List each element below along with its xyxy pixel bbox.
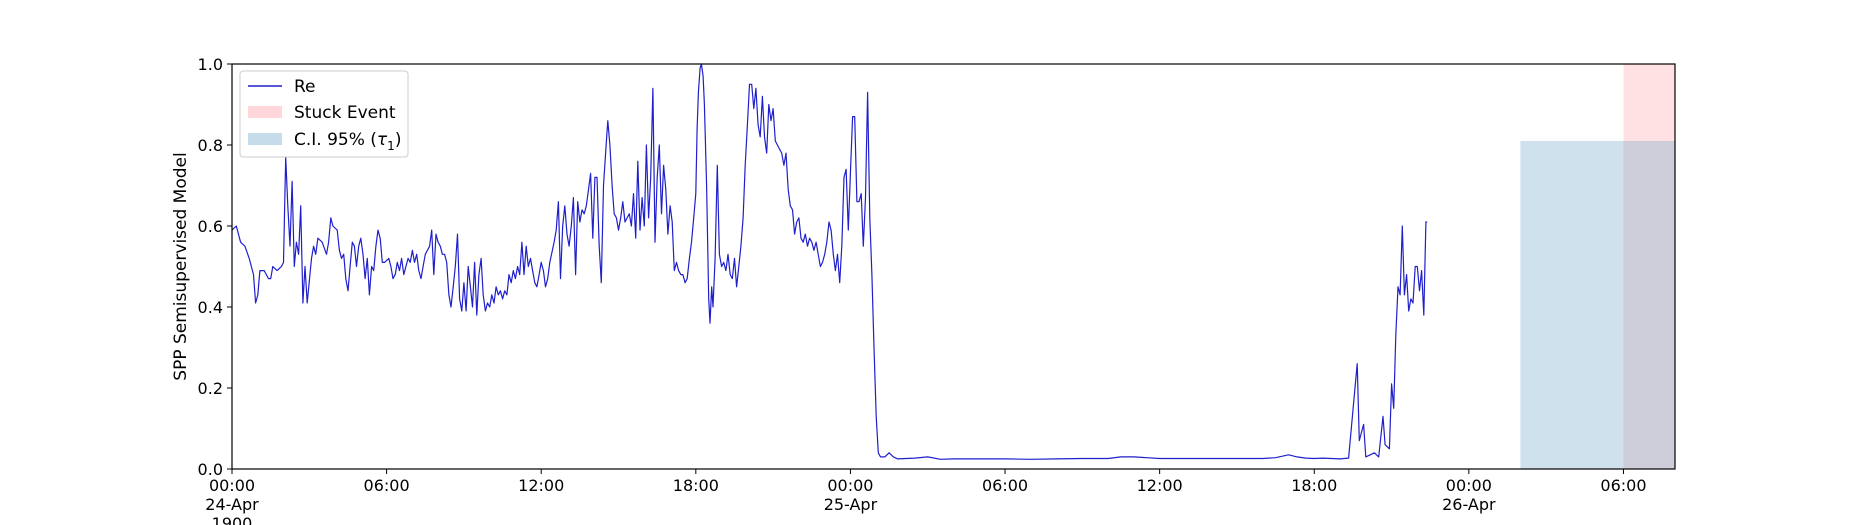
region-stuck-event xyxy=(1623,64,1675,469)
x-tick-label: 00:00 xyxy=(827,476,873,495)
x-tick-label: 18:00 xyxy=(673,476,719,495)
shaded-regions xyxy=(1520,64,1675,469)
plot-frame xyxy=(231,63,1676,470)
legend-label-re: Re xyxy=(294,77,316,97)
y-tick-label: 0.0 xyxy=(198,460,223,479)
x-tick-label: 18:00 xyxy=(1291,476,1337,495)
y-tick-label: 0.8 xyxy=(198,136,223,155)
x-tick-date-label: 24-Apr xyxy=(205,495,259,514)
x-tick-label: 00:00 xyxy=(1446,476,1492,495)
plot-lines xyxy=(231,63,1428,460)
legend-label-ci-95: C.I. 95% (τ1) xyxy=(294,130,401,153)
x-tick-label: 12:00 xyxy=(518,476,564,495)
y-tick-label: 0.4 xyxy=(198,298,223,317)
y-tick-label: 1.0 xyxy=(198,55,223,74)
y-axis-label: SPP Semisupervised Model xyxy=(171,152,191,380)
x-tick-date-label: 26-Apr xyxy=(1442,495,1496,514)
x-tick-label: 06:00 xyxy=(1600,476,1646,495)
legend-label-stuck-event: Stuck Event xyxy=(294,103,396,123)
x-tick-label: 12:00 xyxy=(1137,476,1183,495)
legend-swatch-ci-95 xyxy=(248,133,282,145)
y-axis-ticks: 0.0 0.2 0.4 0.6 0.8 1.0 xyxy=(198,55,232,479)
x-tick-label: 00:00 xyxy=(209,476,255,495)
x-tick-label: 06:00 xyxy=(982,476,1028,495)
legend: Re Stuck Event C.I. 95% (τ1) xyxy=(239,70,409,158)
y-tick-label: 0.6 xyxy=(198,217,223,236)
region-ci-95 xyxy=(1520,140,1675,469)
series-line-re xyxy=(231,63,1428,460)
x-tick-date-label: 25-Apr xyxy=(824,495,878,514)
x-tick-year-label: 1900 xyxy=(212,514,253,525)
y-tick-label: 0.2 xyxy=(198,379,223,398)
legend-swatch-stuck-event xyxy=(248,106,282,118)
x-tick-label: 06:00 xyxy=(364,476,410,495)
